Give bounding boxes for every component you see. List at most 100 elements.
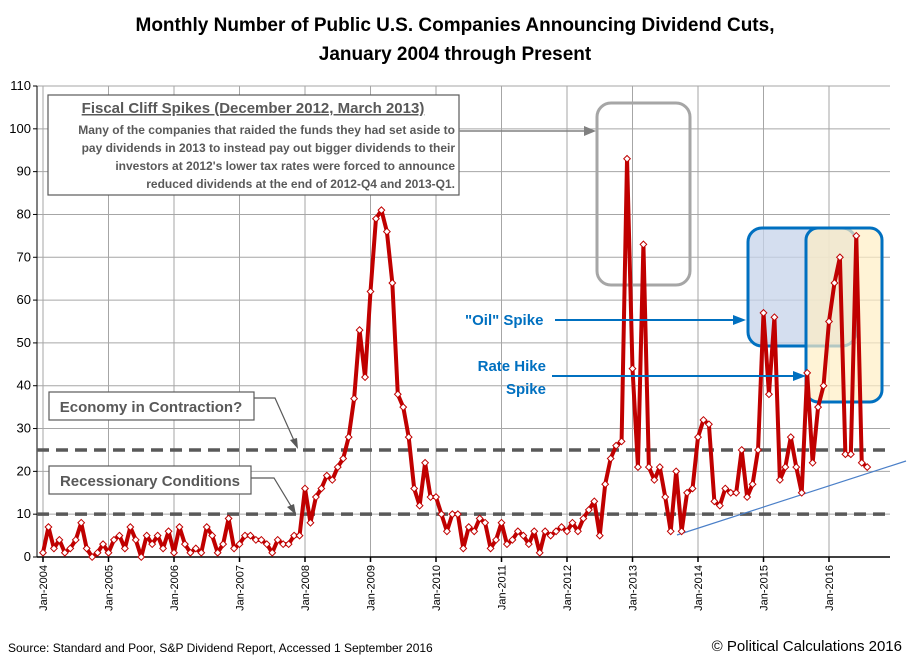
data-point	[38, 548, 48, 557]
y-tick-label: 40	[17, 378, 31, 393]
data-point	[82, 544, 91, 553]
oil-spike-label: "Oil" Spike	[465, 312, 543, 329]
data-point	[786, 433, 795, 442]
data-point	[421, 458, 430, 467]
data-point	[235, 540, 244, 549]
data-point	[530, 527, 539, 536]
data-point	[148, 540, 157, 549]
copyright: © Political Calculations 2016	[712, 638, 902, 655]
data-point	[448, 510, 457, 519]
data-point	[44, 523, 53, 532]
data-point	[721, 484, 730, 493]
data-point	[699, 415, 708, 424]
data-point	[688, 484, 697, 493]
data-point	[442, 527, 451, 536]
data-point	[251, 535, 260, 544]
data-point	[601, 480, 610, 489]
data-point	[213, 548, 222, 557]
data-point	[863, 463, 872, 472]
data-point	[541, 527, 550, 536]
data-point	[841, 450, 850, 459]
data-point	[415, 501, 424, 510]
x-tick-label: Jan-2007	[235, 565, 247, 611]
data-point	[590, 497, 599, 506]
data-point	[715, 501, 724, 510]
recessionary-conditions-label: Recessionary Conditions	[48, 465, 296, 515]
data-point	[300, 484, 310, 493]
data-point	[284, 540, 293, 549]
data-point	[317, 484, 326, 493]
y-tick-label: 0	[24, 549, 31, 564]
data-point	[464, 523, 473, 532]
fiscal-cliff-line-1: Many of the companies that raided the fu…	[78, 123, 455, 137]
fiscal-cliff-line-2: pay dividends in 2013 to instead pay out…	[82, 141, 456, 155]
data-point	[180, 540, 189, 549]
data-point	[666, 527, 675, 536]
svg-text:Economy in Contraction?: Economy in Contraction?	[60, 399, 243, 416]
data-point	[639, 240, 648, 249]
y-tick-label: 110	[10, 78, 31, 93]
y-tick-label: 10	[17, 506, 31, 521]
data-point	[726, 488, 735, 497]
oil-spike-arrowhead	[733, 315, 746, 325]
chart-title: Monthly Number of Public U.S. Companies …	[136, 15, 775, 36]
y-tick-label: 100	[9, 121, 31, 136]
data-point	[770, 313, 779, 322]
reference-lines	[37, 448, 890, 516]
data-point	[131, 535, 140, 544]
data-point	[361, 373, 370, 382]
data-point	[350, 394, 359, 403]
data-point	[202, 523, 211, 532]
data-point	[737, 445, 746, 454]
x-tick-label: Jan-2013	[628, 565, 640, 611]
data-point	[759, 308, 768, 317]
data-point	[109, 535, 118, 544]
series-dividend-cuts	[38, 154, 872, 562]
data-point	[431, 493, 441, 502]
x-tick-label: Jan-2015	[759, 565, 771, 611]
data-point	[852, 231, 861, 240]
data-point	[120, 544, 129, 553]
y-tick-label: 30	[17, 421, 31, 436]
x-tick-label: Jan-2006	[169, 565, 181, 611]
data-point	[66, 544, 75, 553]
data-point	[508, 535, 517, 544]
data-point	[99, 540, 108, 549]
data-point	[366, 287, 375, 296]
data-point	[257, 535, 266, 544]
data-point	[404, 433, 413, 442]
data-point	[683, 488, 692, 497]
trend-line	[676, 460, 907, 536]
data-point	[197, 548, 206, 557]
fiscal-cliff-line-4: reduced dividends at the end of 2012-Q4 …	[146, 177, 455, 191]
svg-text:Recessionary Conditions: Recessionary Conditions	[60, 473, 240, 490]
data-point	[475, 514, 484, 523]
x-tick-label: Jan-2008	[300, 565, 312, 611]
data-point	[104, 548, 113, 557]
data-point	[290, 531, 299, 540]
x-tick-label: Jan-2009	[366, 565, 378, 611]
data-point	[295, 531, 304, 540]
data-point	[524, 540, 533, 549]
data-point	[470, 527, 479, 536]
data-point	[399, 403, 408, 412]
data-point	[535, 548, 544, 557]
data-point	[633, 463, 642, 472]
data-point	[355, 326, 364, 335]
data-point	[677, 527, 686, 536]
x-tick-label: Jan-2012	[562, 565, 574, 611]
data-point	[857, 458, 866, 467]
data-point	[672, 467, 681, 476]
y-tick-label: 90	[17, 164, 31, 179]
data-point	[519, 531, 528, 540]
data-point	[797, 488, 806, 497]
data-point	[573, 527, 582, 536]
data-point	[246, 531, 255, 540]
data-point	[93, 548, 102, 557]
y-tick-label: 20	[17, 463, 31, 478]
data-point	[153, 531, 162, 540]
x-tick-label: Jan-2010	[431, 565, 443, 611]
y-tick-label: 80	[17, 206, 31, 221]
y-tick-label: 50	[17, 335, 31, 350]
data-point	[693, 433, 703, 442]
